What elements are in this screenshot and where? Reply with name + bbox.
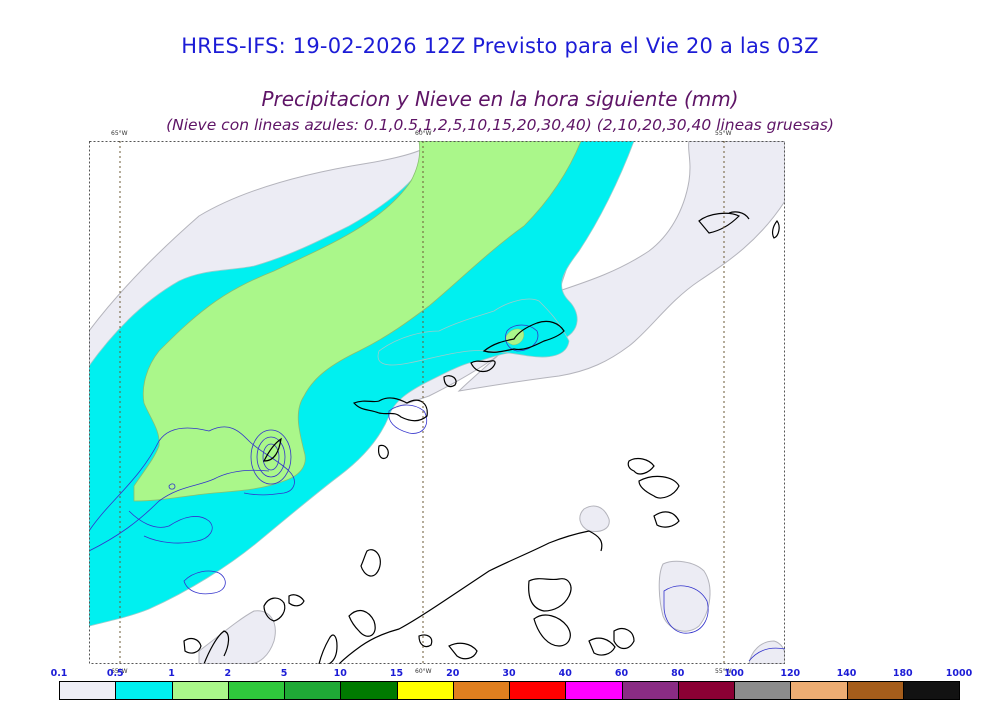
- colorbar-cell: [565, 681, 623, 700]
- precip-area-0.5-north: [377, 298, 570, 366]
- colorbar-label: 40: [558, 668, 572, 679]
- colorbar-label: 100: [724, 668, 744, 679]
- colorbar: [59, 681, 960, 702]
- colorbar-cell: [340, 681, 398, 700]
- colorbar-label: 0.5: [106, 668, 124, 679]
- colorbar-cell: [902, 681, 960, 700]
- colorbar-cell: [227, 681, 285, 700]
- colorbar-label: 120: [780, 668, 801, 679]
- colorbar-label: 0.1: [50, 668, 68, 679]
- colorbar-cell: [452, 681, 510, 700]
- coastlines: [183, 211, 780, 664]
- colorbar-label: 20: [446, 668, 460, 679]
- colorbar-label: 1000: [945, 668, 973, 679]
- colorbar-label: 60: [614, 668, 629, 679]
- lon-label-60-bottom: 60°W: [415, 668, 432, 675]
- colorbar-label: 140: [836, 668, 857, 679]
- graticule: [119, 141, 725, 664]
- map-canvas: [89, 141, 785, 664]
- colorbar-cell: [171, 681, 229, 700]
- precip-area-0.1-south: [198, 610, 276, 664]
- colorbar-label: 2: [224, 668, 232, 679]
- lon-label-55-bottom: 55°W: [715, 668, 732, 675]
- colorbar-cell: [790, 681, 848, 700]
- lon-label-65-bottom: 65°W: [111, 668, 128, 675]
- colorbar-label: 180: [892, 668, 913, 679]
- map-note: (Nieve con lineas azules: 0.1,0.5,1,2,5,…: [166, 116, 834, 134]
- precip-area-1: [133, 141, 582, 502]
- precipitation-map: 65°W 60°W 55°W 65°W 60°W 55°W: [89, 130, 785, 675]
- precip-area-0.1-se2: [579, 505, 610, 532]
- colorbar-label: 30: [502, 668, 516, 679]
- colorbar-cell: [284, 681, 342, 700]
- colorbar-cell: [734, 681, 792, 700]
- lon-label-60-top: 60°W: [415, 130, 432, 137]
- colorbar-cell: [59, 681, 117, 700]
- colorbar-cell: [621, 681, 679, 700]
- colorbar-label: 1: [168, 668, 175, 679]
- lon-label-65-top: 65°W: [111, 130, 128, 137]
- colorbar-cell: [677, 681, 735, 700]
- map-border: [89, 141, 785, 664]
- snow-contours: [89, 324, 785, 662]
- precip-area-0.1-corner: [748, 640, 785, 664]
- precip-area-0.5: [89, 141, 635, 627]
- colorbar-cell: [509, 681, 567, 700]
- colorbar-label: 10: [333, 668, 347, 679]
- colorbar-label: 5: [280, 668, 288, 679]
- colorbar-label: 15: [389, 668, 404, 679]
- colorbar-cell: [115, 681, 173, 700]
- map-title: HRES-IFS: 19-02-2026 12Z Previsto para e…: [181, 34, 819, 58]
- precip-area-0.1-se: [658, 560, 711, 632]
- lon-label-55-top: 55°W: [715, 130, 732, 137]
- map-subtitle: Precipitacion y Nieve en la hora siguien…: [261, 87, 739, 111]
- colorbar-cell: [846, 681, 904, 700]
- colorbar-label: 80: [671, 668, 685, 679]
- colorbar-cell: [396, 681, 454, 700]
